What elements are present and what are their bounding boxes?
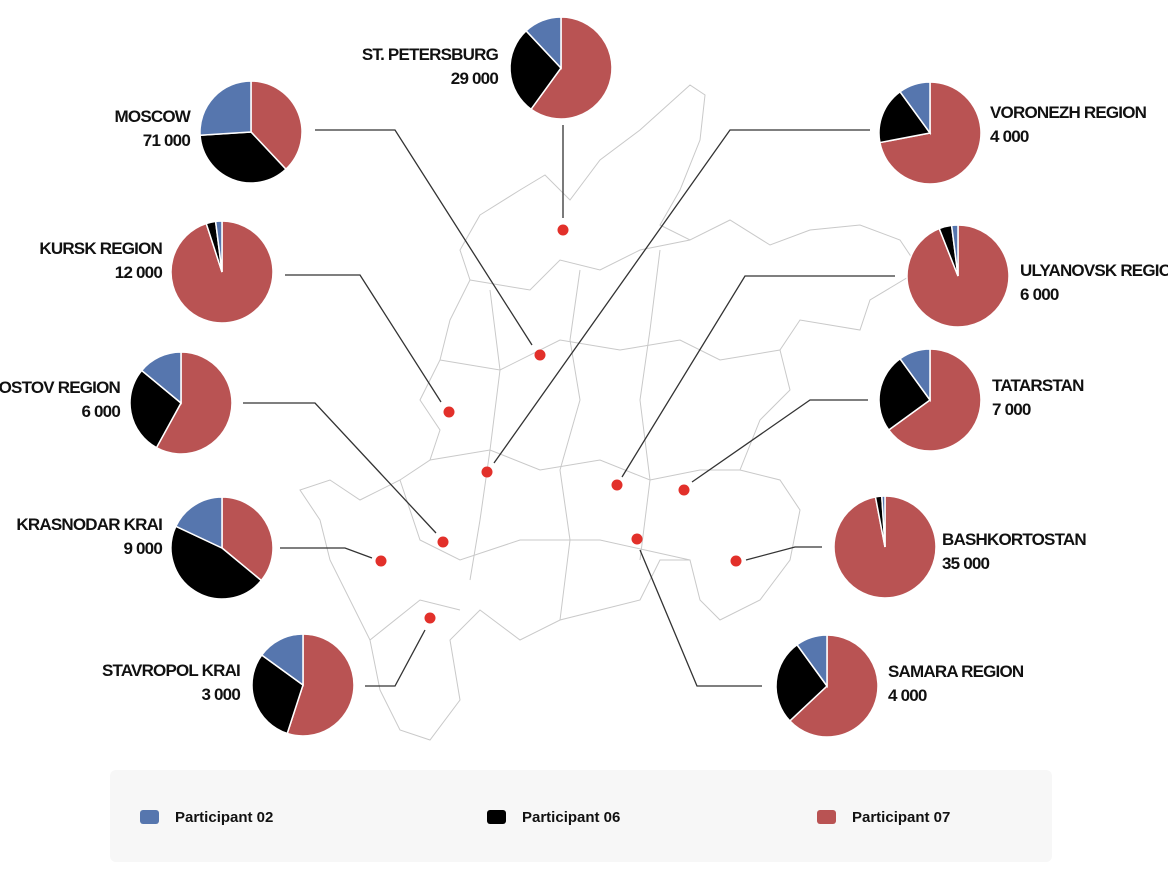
region-name: KRASNODAR KRAI bbox=[16, 515, 162, 534]
pie-slice bbox=[221, 496, 274, 582]
leader-line bbox=[280, 547, 373, 559]
region-total: 4 000 bbox=[888, 686, 927, 705]
legend-label: Participant 06 bbox=[522, 809, 620, 826]
legend-swatch bbox=[487, 810, 506, 824]
region-total: 6 000 bbox=[1020, 285, 1059, 304]
pie-slice bbox=[788, 634, 879, 738]
pie-slice bbox=[529, 16, 613, 120]
region-dot bbox=[631, 533, 643, 545]
region-name: STAVROPOL KRAI bbox=[102, 661, 240, 680]
leader-line bbox=[621, 275, 895, 478]
region-dot bbox=[557, 224, 569, 236]
pie-slice bbox=[174, 496, 223, 550]
region-dot bbox=[534, 349, 546, 361]
leader-line bbox=[639, 549, 762, 687]
pie-slice bbox=[155, 351, 233, 455]
pie-slice bbox=[950, 224, 959, 277]
pie-slice bbox=[878, 357, 932, 432]
leader-line bbox=[493, 129, 870, 464]
legend-swatch bbox=[817, 810, 836, 824]
region-total: 9 000 bbox=[123, 539, 162, 558]
pie-slice bbox=[898, 81, 931, 136]
pie-slice bbox=[525, 16, 562, 70]
pie-slice bbox=[199, 80, 252, 136]
region-total: 35 000 bbox=[942, 554, 990, 573]
region-total: 4 000 bbox=[990, 127, 1029, 146]
legend-box bbox=[110, 770, 1052, 862]
region-name: ULYANOVSK REGION bbox=[1020, 261, 1168, 280]
leader-line bbox=[315, 129, 533, 346]
region-name: SAMARA REGION bbox=[888, 662, 1024, 681]
region-name: ROSTOV REGION bbox=[0, 378, 121, 397]
legend-label: Participant 07 bbox=[852, 809, 950, 826]
pie-slice bbox=[199, 131, 287, 184]
pie-slice bbox=[170, 525, 263, 600]
pie-slice bbox=[898, 348, 931, 403]
pie-slice bbox=[775, 643, 828, 722]
region-total: 12 000 bbox=[115, 263, 163, 282]
region-dot bbox=[443, 406, 455, 418]
leader-line bbox=[745, 546, 822, 561]
pie-slice bbox=[795, 634, 828, 689]
pie-slice bbox=[881, 495, 886, 548]
region-name: TATARSTAN bbox=[992, 376, 1084, 395]
region-dot bbox=[678, 484, 690, 496]
map-outline bbox=[299, 84, 921, 741]
leader-line bbox=[365, 629, 426, 687]
pie-slice bbox=[260, 633, 304, 687]
region-dot bbox=[375, 555, 387, 567]
region-dot bbox=[611, 479, 623, 491]
pie-slice bbox=[887, 348, 982, 452]
pie-slice bbox=[129, 369, 182, 449]
pie-slice bbox=[214, 220, 223, 273]
region-name: VORONEZH REGION bbox=[990, 103, 1147, 122]
region-total: 3 000 bbox=[201, 685, 240, 704]
pie-slice bbox=[509, 29, 562, 111]
region-dot bbox=[437, 536, 449, 548]
pie-slice bbox=[250, 80, 303, 171]
pie-slice bbox=[140, 351, 182, 405]
leader-line bbox=[285, 274, 442, 403]
region-dot bbox=[424, 612, 436, 624]
region-name: MOSCOW bbox=[115, 107, 192, 126]
region-name: BASHKORTOSTAN bbox=[942, 530, 1086, 549]
region-dot bbox=[481, 466, 493, 478]
legend-swatch bbox=[140, 810, 159, 824]
region-dot bbox=[730, 555, 742, 567]
region-total: 29 000 bbox=[451, 69, 499, 88]
legend-label: Participant 02 bbox=[175, 809, 273, 826]
region-name: KURSK REGION bbox=[39, 239, 162, 258]
region-total: 6 000 bbox=[81, 402, 120, 421]
region-name: ST. PETERSBURG bbox=[362, 45, 499, 64]
leader-line bbox=[243, 402, 437, 534]
pie-slice bbox=[878, 90, 932, 144]
pie-slice bbox=[251, 653, 304, 735]
region-total: 71 000 bbox=[143, 131, 191, 150]
region-total: 7 000 bbox=[992, 400, 1031, 419]
pie-slice bbox=[286, 633, 355, 737]
leader-line bbox=[691, 399, 868, 483]
